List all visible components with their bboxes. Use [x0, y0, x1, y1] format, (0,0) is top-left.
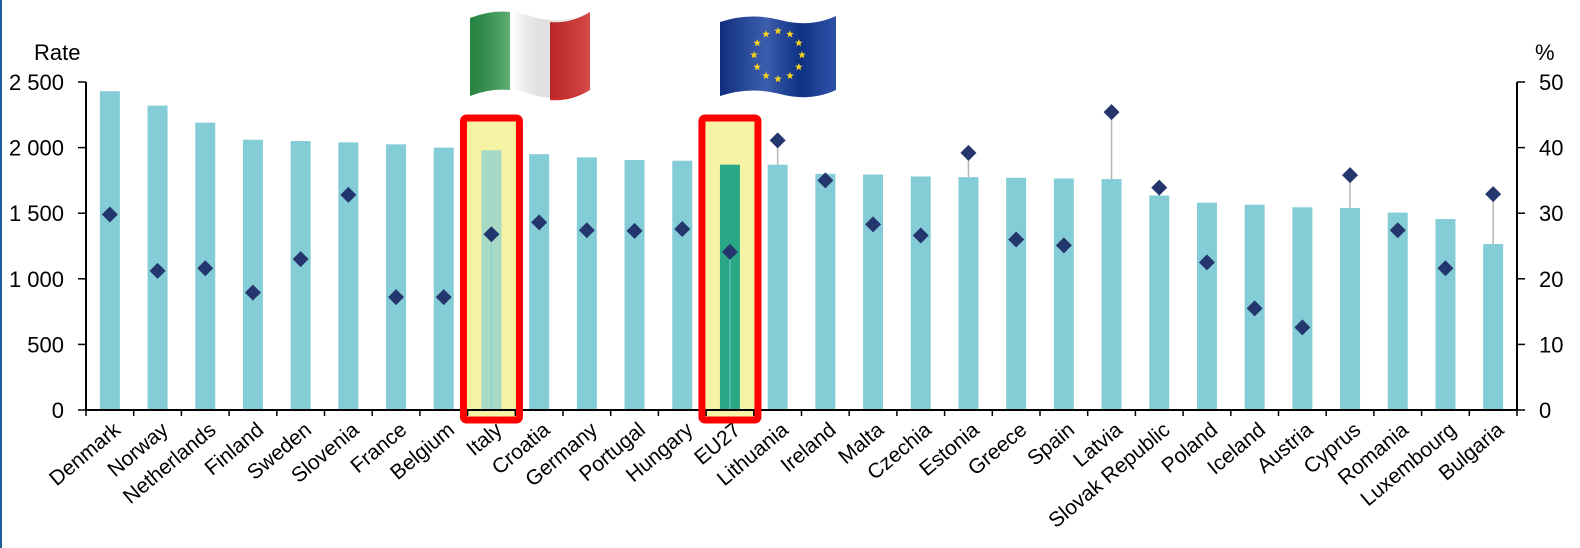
- bar: [1340, 207, 1361, 410]
- eu-star-icon: [774, 75, 782, 83]
- y-right-tick-label: 30: [1539, 201, 1563, 226]
- bar: [147, 105, 168, 410]
- category-label: Spain: [1023, 418, 1079, 470]
- category-label: Denmark: [45, 418, 125, 491]
- left-frame-edge: [0, 0, 2, 548]
- y-left-tick-label: 2 000: [9, 136, 64, 161]
- eu-star-icon: [762, 30, 770, 38]
- eu-star-icon: [753, 39, 761, 47]
- diamond-point: [1342, 167, 1359, 184]
- diamond-point: [435, 289, 452, 306]
- diamond-point: [197, 260, 214, 277]
- y-left-tick-label: 1 500: [9, 201, 64, 226]
- bar: [1149, 195, 1170, 410]
- diamond-point: [578, 222, 595, 239]
- bar: [242, 139, 263, 410]
- diamond-point: [960, 144, 977, 161]
- y-left-tick-label: 500: [27, 332, 64, 357]
- left-axis-title: Rate: [34, 40, 81, 65]
- eu-star-icon: [798, 51, 806, 59]
- bar: [767, 164, 788, 410]
- diamond-point: [1198, 254, 1215, 271]
- eu-flag-icon: [720, 16, 836, 98]
- y-right-tick-label: 40: [1539, 136, 1563, 161]
- diamond-point: [483, 226, 500, 243]
- diamond-point: [1485, 186, 1502, 203]
- diamond-point: [101, 206, 118, 223]
- diamond-point: [626, 222, 643, 239]
- eu-star-icon: [753, 63, 761, 71]
- bar: [1292, 207, 1313, 410]
- highlight-box-eu27: [698, 114, 762, 424]
- diamond-point: [340, 186, 357, 203]
- eu-star-icon: [786, 30, 794, 38]
- diamond-point: [531, 214, 548, 231]
- diamond-point: [1437, 260, 1454, 277]
- bar: [386, 144, 407, 410]
- diamond-point: [865, 216, 882, 233]
- eu-star-icon: [795, 39, 803, 47]
- y-left-tick-label: 2 500: [9, 70, 64, 95]
- diamond-point: [817, 172, 834, 189]
- y-left-tick-label: 1 000: [9, 267, 64, 292]
- diamond-point: [388, 289, 405, 306]
- diamond-point: [769, 132, 786, 149]
- diamond-point: [1389, 222, 1406, 239]
- y-right-tick-label: 10: [1539, 332, 1563, 357]
- diamond-point: [912, 227, 929, 244]
- y-right-tick-label: 50: [1539, 70, 1563, 95]
- bar: [433, 147, 454, 410]
- eu-star-icon: [795, 63, 803, 71]
- right-axis-title: %: [1535, 40, 1555, 65]
- eu-star-icon: [762, 71, 770, 79]
- diamond-point: [674, 220, 691, 237]
- diamond-point: [149, 262, 166, 279]
- diamond-point: [1103, 104, 1120, 121]
- bar: [1483, 244, 1504, 410]
- eu-star-icon: [786, 71, 794, 79]
- highlight-box-italy: [459, 114, 523, 424]
- diamond-point: [292, 251, 309, 268]
- diamond-point: [1055, 237, 1072, 254]
- y-right-tick-label: 20: [1539, 267, 1563, 292]
- bar: [958, 177, 979, 410]
- diamond-point: [721, 243, 738, 260]
- eu-star-icon: [774, 27, 782, 35]
- eu-star-icon: [750, 51, 758, 59]
- diamond-point: [1008, 231, 1025, 248]
- y-right-tick-label: 0: [1539, 398, 1551, 423]
- diamond-point: [1294, 319, 1311, 336]
- bar: [1101, 179, 1122, 410]
- italy-flag-icon: [470, 11, 590, 101]
- y-left-tick-label: 0: [52, 398, 64, 423]
- diamond-point: [244, 284, 261, 301]
- diamond-point: [1151, 179, 1168, 196]
- diamond-point: [1246, 300, 1263, 317]
- category-label: Ireland: [777, 418, 841, 477]
